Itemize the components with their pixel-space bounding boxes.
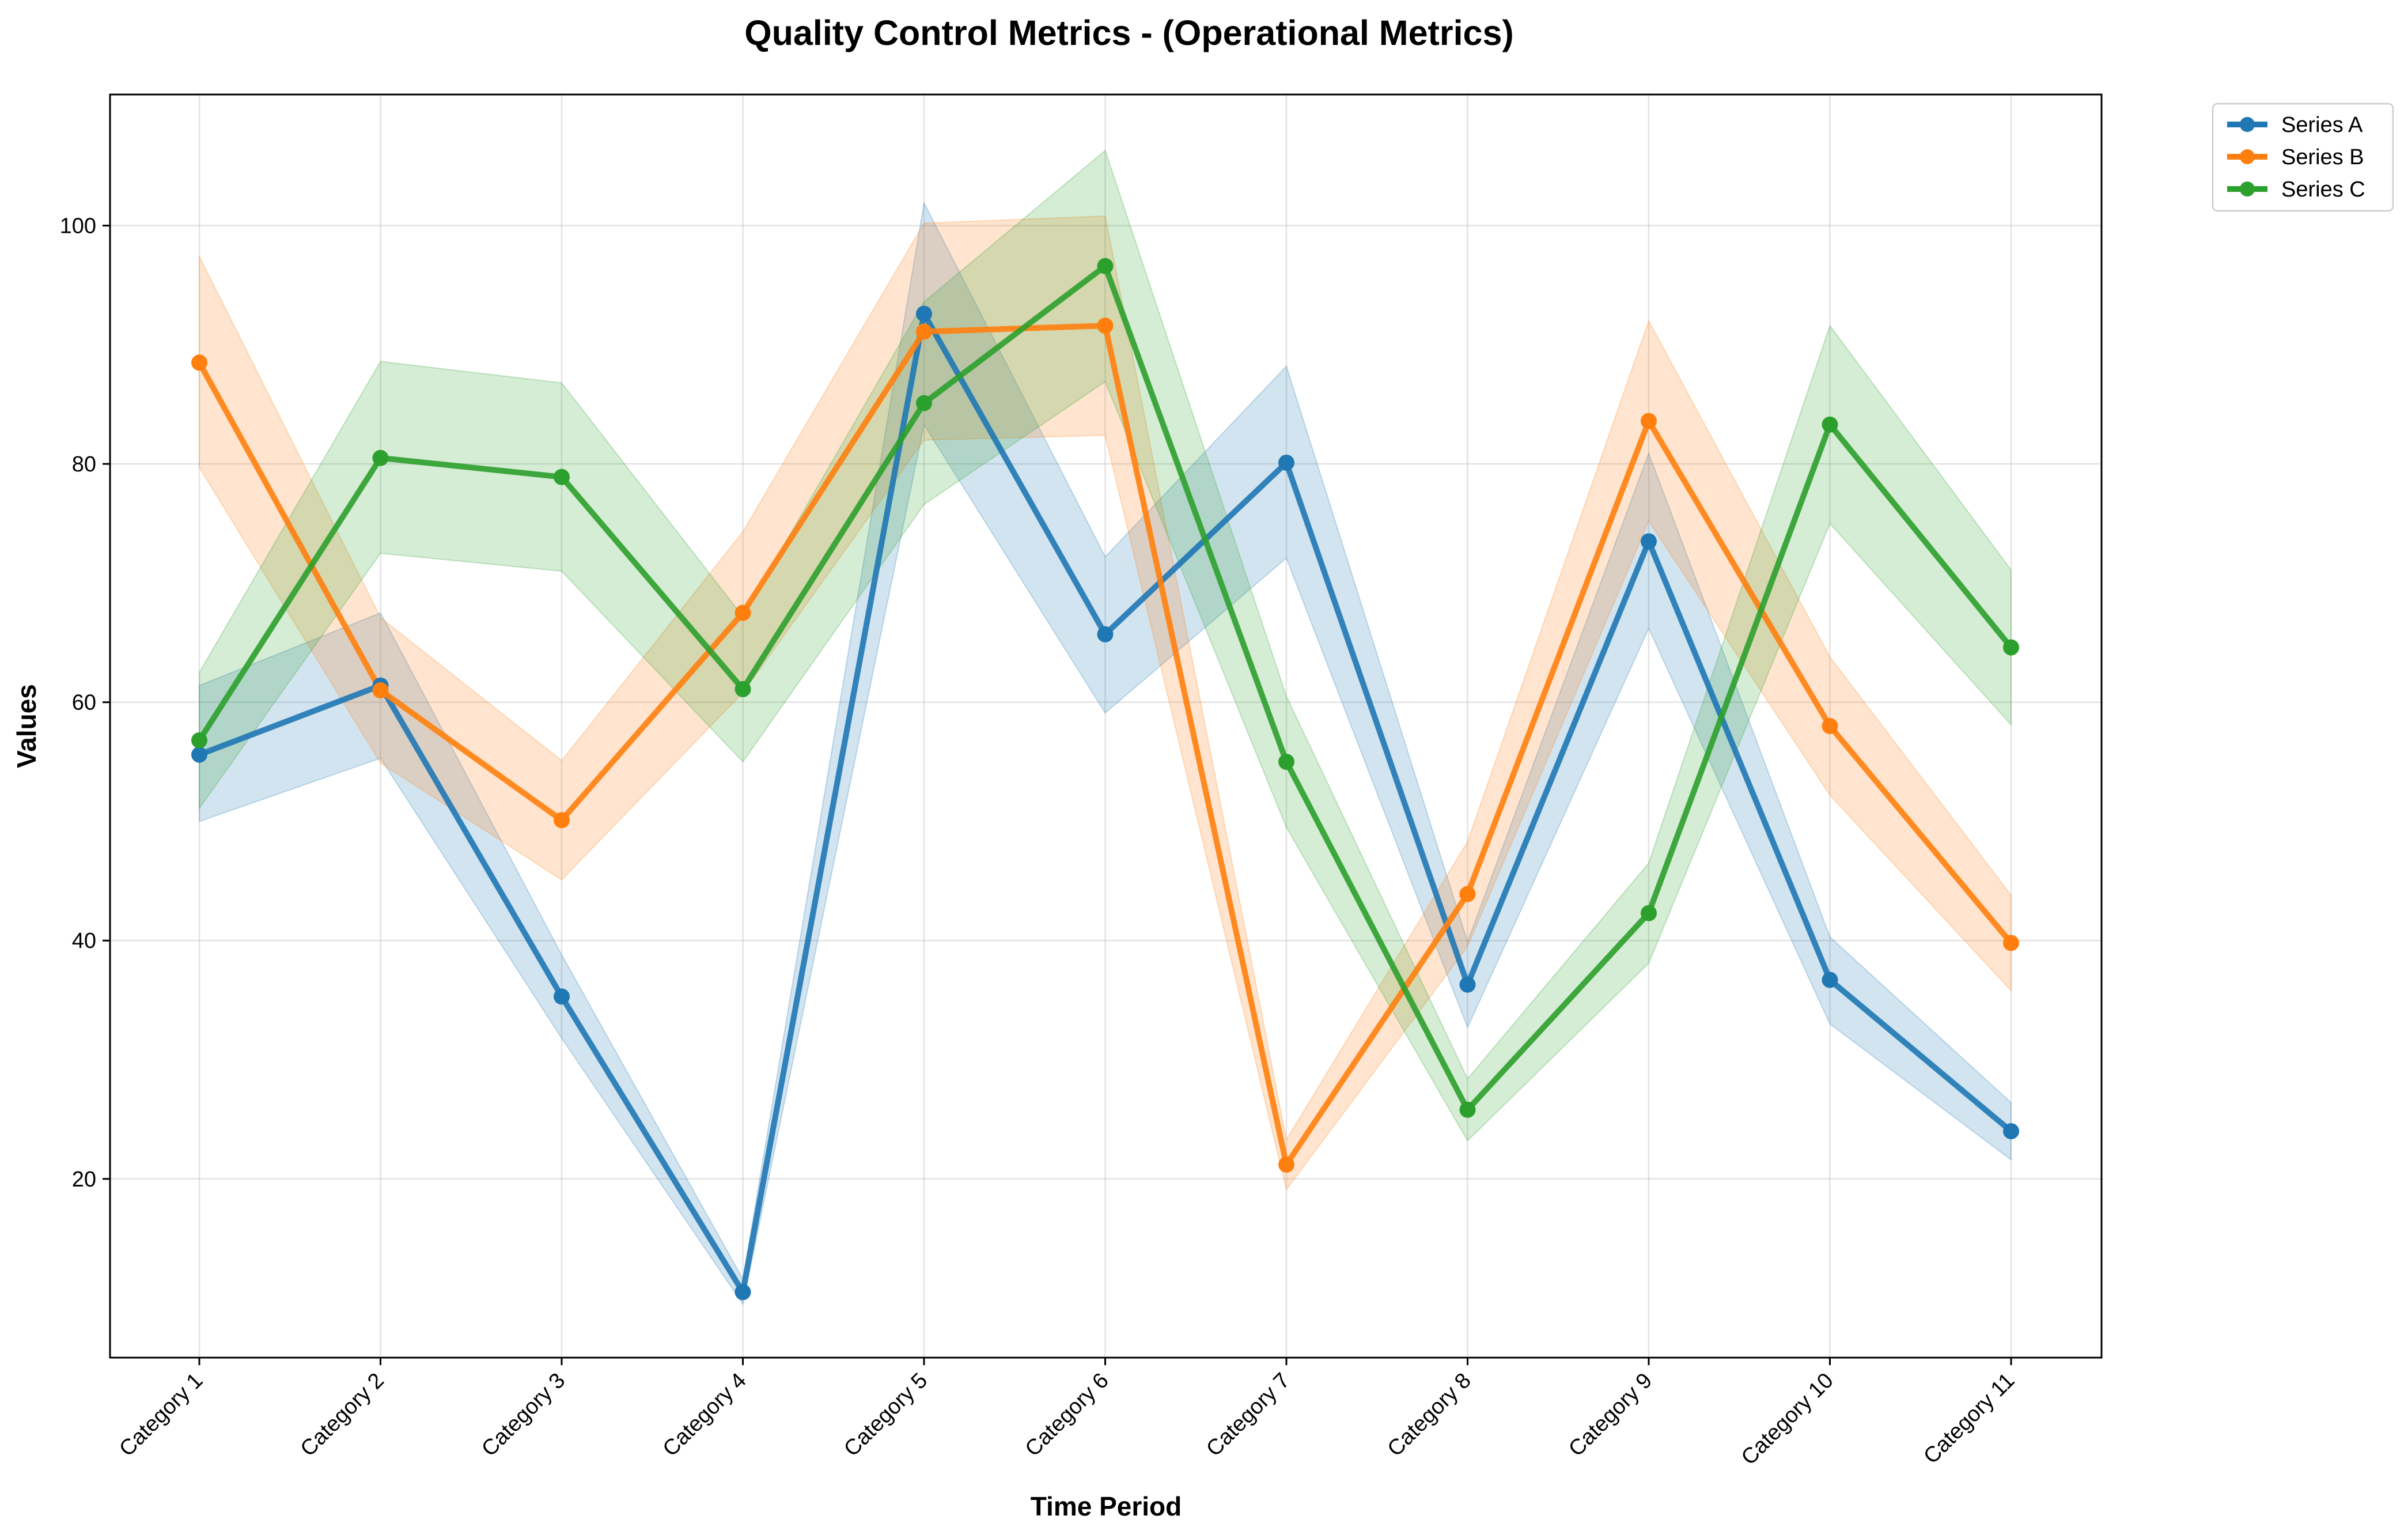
y-tick-label: 100 <box>60 214 96 238</box>
data-point <box>372 682 389 698</box>
y-tick-label: 60 <box>72 691 96 715</box>
data-point <box>2003 639 2019 656</box>
legend-box <box>2212 103 2394 212</box>
data-point <box>1641 905 1657 921</box>
data-point <box>734 681 751 697</box>
data-point <box>2003 1123 2019 1140</box>
data-point <box>734 604 751 621</box>
data-point <box>1097 626 1114 643</box>
data-point <box>554 812 570 829</box>
confidence-band <box>199 215 2012 1191</box>
chart-title: Quality Control Metrics - (Operational M… <box>744 13 1513 52</box>
data-point <box>1097 318 1114 334</box>
y-tick-label: 20 <box>72 1167 96 1192</box>
data-point <box>1278 1156 1294 1173</box>
data-point <box>1097 258 1114 274</box>
data-point <box>1641 413 1657 429</box>
data-point <box>1822 972 1838 988</box>
confidence-band <box>199 201 2012 1306</box>
legend-marker <box>2240 182 2255 196</box>
x-axis-label: Time Period <box>1031 1491 1182 1521</box>
data-point <box>916 305 932 322</box>
data-point <box>554 468 570 485</box>
data-point <box>372 449 389 466</box>
data-points <box>191 258 2019 1301</box>
data-point <box>916 395 932 411</box>
data-point <box>554 988 570 1005</box>
data-point <box>191 354 207 371</box>
data-point <box>916 323 932 340</box>
y-axis-ticks: 20 40 60 80 100 <box>60 214 110 1192</box>
legend-marker <box>2240 117 2255 132</box>
data-point <box>1278 754 1294 770</box>
confidence-bands <box>199 149 2012 1306</box>
data-point <box>734 1284 751 1301</box>
y-tick-label: 80 <box>72 452 96 477</box>
data-point <box>1822 718 1838 734</box>
data-point <box>1459 976 1476 993</box>
data-point <box>191 732 207 749</box>
legend-marker <box>2240 149 2255 164</box>
data-point <box>1278 454 1294 471</box>
confidence-band <box>199 149 2012 1142</box>
data-point <box>1822 416 1838 433</box>
data-point <box>1459 886 1476 902</box>
legend-label: Series C <box>2281 177 2365 202</box>
data-point <box>2003 935 2019 951</box>
y-tick-label: 40 <box>72 929 96 953</box>
data-point <box>1641 533 1657 550</box>
y-axis-label: Values <box>12 684 41 768</box>
data-point <box>1459 1101 1476 1118</box>
legend: Series A Series B Series C <box>2212 103 2394 212</box>
legend-label: Series A <box>2281 113 2363 137</box>
legend-label: Series B <box>2281 145 2364 169</box>
data-point <box>191 746 207 763</box>
